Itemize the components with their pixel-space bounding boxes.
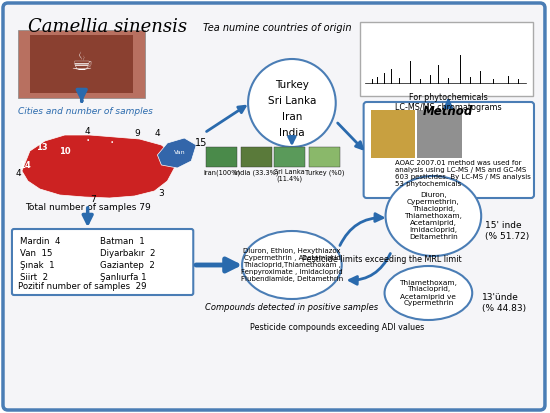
FancyBboxPatch shape [364,102,534,198]
FancyBboxPatch shape [30,35,134,93]
Text: 13'ünde
(% 44.83): 13'ünde (% 44.83) [482,293,526,313]
Text: Mardin  4: Mardin 4 [20,237,60,246]
Text: 4: 4 [155,128,160,138]
Text: 13: 13 [36,143,48,152]
Text: Compounds detected in positive samples: Compounds detected in positive samples [205,303,378,312]
Text: Diuron,
Cypermethrin,
Thiacloprid,
Thiamethoxam,
Acetamiprid,
Imidacloprid,
Delt: Diuron, Cypermethrin, Thiacloprid, Thiam… [404,192,463,240]
Text: 4: 4 [85,126,91,135]
Text: For phytochemicals
LC-MS/MS chromatograms: For phytochemicals LC-MS/MS chromatogram… [395,93,502,112]
Text: ☕: ☕ [70,51,93,75]
FancyBboxPatch shape [417,110,462,158]
Polygon shape [22,135,174,198]
Text: Sri Lanka
(11.4%): Sri Lanka (11.4%) [274,169,305,183]
Text: 3: 3 [158,188,164,197]
Ellipse shape [242,231,342,299]
Text: Van  15: Van 15 [20,249,52,258]
FancyBboxPatch shape [371,110,415,158]
FancyBboxPatch shape [241,147,272,167]
FancyBboxPatch shape [206,147,237,167]
Text: Iran: Iran [282,112,302,122]
Text: Thiamethoxam,
Thiacloprid,
Acetamiprid ve
Cypermethrin: Thiamethoxam, Thiacloprid, Acetamiprid v… [399,280,458,306]
Text: 9: 9 [135,128,140,138]
FancyBboxPatch shape [309,147,340,167]
Text: Sri Lanka: Sri Lanka [268,96,316,106]
Text: Total number of samples 79: Total number of samples 79 [25,203,151,212]
Text: Şanlıurfa 1: Şanlıurfa 1 [100,273,146,282]
Text: Gaziantep  2: Gaziantep 2 [100,261,155,270]
Text: Pesticide compounds exceeding ADI values: Pesticide compounds exceeding ADI values [250,323,424,332]
Text: Diuron, Ethion, Hexythiazox
Cypermethrin , Acetamiprid
Thiacloprid,Thiamethoxam : Diuron, Ethion, Hexythiazox Cypermethrin… [241,248,343,282]
Text: Turkey (%0): Turkey (%0) [305,169,344,176]
Text: Tea numine countries of origin: Tea numine countries of origin [203,23,351,33]
Text: Van: Van [173,150,185,156]
FancyBboxPatch shape [3,3,545,410]
FancyBboxPatch shape [12,229,193,295]
Ellipse shape [384,266,472,320]
Text: Pozitif number of samples  29: Pozitif number of samples 29 [18,282,146,291]
Text: 15: 15 [195,138,207,148]
Text: 15' inde
(% 51.72): 15' inde (% 51.72) [485,221,530,241]
Text: ·: · [85,134,90,148]
Ellipse shape [248,59,336,147]
Text: Method: Method [423,105,474,118]
Text: Diyarbakır  2: Diyarbakır 2 [100,249,155,258]
Polygon shape [157,138,196,168]
FancyBboxPatch shape [360,22,533,96]
Text: Cities and number of samples: Cities and number of samples [18,107,153,116]
Text: AOAC 2007.01 method was used for
analysis using LC-MS / MS and GC-MS
603 pestici: AOAC 2007.01 method was used for analysi… [395,160,531,187]
Text: ·: · [109,136,114,150]
Text: Pesticide limits exceeding the MRL limit: Pesticide limits exceeding the MRL limit [302,255,461,264]
Text: Turkey: Turkey [275,80,309,90]
Text: Batman  1: Batman 1 [100,237,144,246]
Text: India: India [279,128,305,138]
Text: Camellia sinensis: Camellia sinensis [28,18,187,36]
Ellipse shape [386,176,481,256]
Text: 14: 14 [19,161,31,169]
Text: 10: 10 [59,147,70,157]
Text: 7: 7 [90,195,96,204]
Text: 4: 4 [15,169,21,178]
Text: India (33.3%): India (33.3%) [234,169,279,176]
Text: Iran(100%): Iran(100%) [203,169,240,176]
FancyBboxPatch shape [18,30,145,98]
FancyBboxPatch shape [274,147,305,167]
Text: Siirt  2: Siirt 2 [20,273,48,282]
Text: Şınak  1: Şınak 1 [20,261,54,270]
